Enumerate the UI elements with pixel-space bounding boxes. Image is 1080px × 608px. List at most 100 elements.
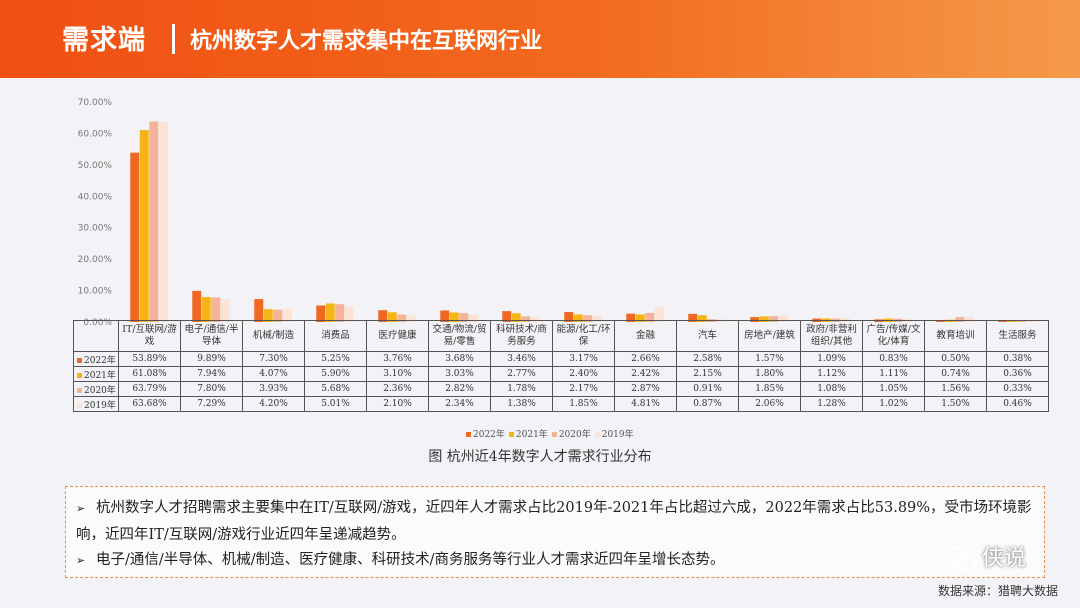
table-cell: 7.80%: [180, 381, 243, 397]
table-cell: 0.46%: [986, 396, 1049, 412]
bar: [449, 312, 459, 322]
table-cell: 1.11%: [862, 366, 925, 382]
series-label: 2021年: [73, 366, 119, 382]
page-subtitle: 杭州数字人才需求集中在互联网行业: [190, 29, 543, 54]
bar: [697, 315, 707, 322]
table-cell: 2.10%: [366, 396, 429, 412]
table-cell: 3.68%: [428, 351, 491, 367]
table-cell: 3.46%: [490, 351, 553, 367]
bar: [325, 303, 335, 322]
bar: [273, 309, 283, 322]
legend-label: 2020年: [558, 430, 591, 440]
table-cell: 2.77%: [490, 366, 553, 382]
series-label: 2019年: [73, 396, 119, 412]
header-bar: 需求端 杭州数字人才需求集中在互联网行业: [0, 0, 1080, 78]
category-label: 交通/物流/贸易/零售: [428, 320, 491, 352]
y-tick-label: 10.00%: [78, 287, 113, 297]
series-swatch: [77, 402, 82, 408]
bar: [192, 290, 202, 322]
legend-item: 2019年: [594, 430, 634, 440]
table-cell: 2.34%: [428, 396, 491, 412]
table-cell: 5.01%: [304, 396, 367, 412]
category-label: 教育培训: [924, 320, 987, 352]
watermark: 侠说: [944, 540, 1026, 572]
bar: [316, 305, 326, 322]
bar: [654, 306, 664, 322]
table-header-row: IT/互联网/游戏 电子/通信/半导体 机械/制造 消费品 医疗健康 交通/物流/贸易/零…: [73, 320, 1049, 352]
table-cell: 3.03%: [428, 366, 491, 382]
bar: [254, 299, 264, 322]
bar: [344, 306, 354, 322]
table-row: 2021年 61.08% 7.94% 4.07% 5.90% 3.10% 3.03% 2.77…: [73, 366, 1049, 382]
bar: [840, 317, 850, 322]
table-cell: 53.89%: [118, 351, 181, 367]
table-cell: 1.12%: [800, 366, 863, 382]
legend-item: 2022年: [466, 430, 505, 440]
bar: [468, 314, 478, 322]
bar: [521, 316, 531, 322]
bar: [778, 315, 788, 322]
table-cell: 4.81%: [614, 396, 677, 412]
bar: [964, 317, 974, 322]
table-row: 2022年 53.89% 9.89% 7.30% 5.25% 3.76% 3.68% 3.46…: [73, 351, 1049, 367]
table-cell: 1.85%: [552, 396, 615, 412]
table-cell: 2.82%: [428, 381, 491, 397]
y-tick-label: 40.00%: [78, 192, 113, 202]
bar: [645, 312, 655, 322]
category-label: 汽车: [676, 320, 739, 352]
y-tick-label: 70.00%: [78, 98, 113, 108]
bar: [149, 121, 159, 322]
category-label: 生活服务: [986, 320, 1049, 352]
data-table: IT/互联网/游戏 电子/通信/半导体 机械/制造 消费品 医疗健康 交通/物流/贸易/零…: [73, 320, 1049, 412]
bullet-arrow-icon: ➢: [76, 502, 86, 515]
notes-box: ➢ 杭州数字人才招聘需求主要集中在IT/互联网/游戏，近四年人才需求占比2019年…: [65, 486, 1045, 578]
bar: [750, 317, 760, 322]
note-item: ➢ 杭州数字人才招聘需求主要集中在IT/互联网/游戏，近四年人才需求占比2019年…: [76, 495, 1036, 548]
table-cell: 0.38%: [986, 351, 1049, 367]
bar: [282, 308, 292, 322]
bar: [511, 313, 521, 322]
category-label: 科研技术/商务服务: [490, 320, 553, 352]
table-row: 2019年 63.68% 7.29% 4.20% 5.01% 2.10% 2.34% 1.38…: [73, 396, 1049, 412]
legend-swatch: [594, 432, 600, 437]
bar: [502, 311, 512, 322]
series-label: 2022年: [73, 351, 119, 367]
category-label: 广告/传媒/文化/体育: [862, 320, 925, 352]
category-label: 医疗健康: [366, 320, 429, 352]
series-label: 2020年: [73, 381, 119, 397]
bar: [158, 121, 168, 322]
bar: [440, 310, 450, 322]
table-cell: 3.17%: [552, 351, 615, 367]
legend-label: 2021年: [515, 430, 548, 440]
bar: [139, 130, 149, 322]
table-cell: 2.06%: [738, 396, 801, 412]
bar: [688, 313, 698, 322]
category-label: 政府/非营利组织/其他: [800, 320, 863, 352]
table-cell: 9.89%: [180, 351, 243, 367]
table-cell: 0.74%: [924, 366, 987, 382]
table-cell: 2.58%: [676, 351, 739, 367]
table-cell: 0.33%: [986, 381, 1049, 397]
bar: [583, 315, 593, 322]
table-cell: 61.08%: [118, 366, 181, 382]
bar: [211, 297, 221, 322]
table-cell: 1.28%: [800, 396, 863, 412]
table-cell: 63.79%: [118, 381, 181, 397]
table-cell: 5.68%: [304, 381, 367, 397]
y-tick-label: 30.00%: [78, 224, 113, 234]
table-cell: 0.50%: [924, 351, 987, 367]
table-cell: 2.15%: [676, 366, 739, 382]
category-label: 机械/制造: [242, 320, 305, 352]
chart-caption: 图 杭州近4年数字人才需求行业分布: [428, 449, 652, 465]
bar: [201, 297, 211, 322]
table-cell: 2.42%: [614, 366, 677, 382]
bar: [759, 316, 769, 322]
watermark-text: 侠说: [982, 546, 1027, 571]
table-cell: 7.94%: [180, 366, 243, 382]
bar: [406, 315, 416, 322]
table-cell: 5.25%: [304, 351, 367, 367]
table-cell: 0.36%: [986, 366, 1049, 382]
table-cell: 1.05%: [862, 381, 925, 397]
bar: [335, 304, 345, 322]
table-cell: 2.87%: [614, 381, 677, 397]
